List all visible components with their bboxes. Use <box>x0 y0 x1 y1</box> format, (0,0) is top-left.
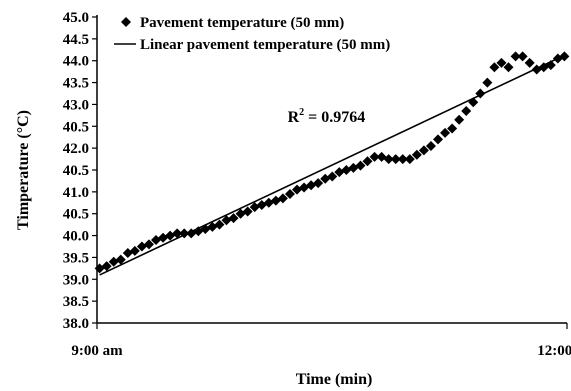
y-tick-label: 38.0 <box>63 316 89 332</box>
legend-label-pavement-temperature: Pavement temperature (50 mm) <box>140 15 344 31</box>
y-tick-label: 44.0 <box>63 54 89 70</box>
data-point <box>390 154 401 165</box>
y-tick-label: 40.5 <box>63 207 89 223</box>
data-point <box>496 57 507 68</box>
data-point <box>425 140 436 151</box>
data-point <box>101 261 112 272</box>
data-point <box>510 51 521 62</box>
data-point <box>411 149 422 160</box>
y-tick-label: 40.5 <box>63 163 89 179</box>
data-point <box>461 105 472 116</box>
data-point <box>143 239 154 250</box>
r-squared-base: R <box>288 109 300 126</box>
data-point <box>355 160 366 171</box>
data-point <box>277 193 288 204</box>
data-point <box>383 154 394 165</box>
data-point <box>559 51 570 62</box>
data-point <box>433 134 444 145</box>
data-point <box>397 154 408 165</box>
r-squared-value: = 0.9764 <box>304 109 365 126</box>
x-tick-label: 9:00 am <box>71 343 123 359</box>
data-point <box>249 202 260 213</box>
data-point <box>228 213 239 224</box>
y-tick-label: 42.0 <box>63 141 89 157</box>
data-point <box>418 145 429 156</box>
y-tick-label: 44.5 <box>63 32 89 48</box>
x-axis-title: Time (min) <box>296 371 373 388</box>
data-point <box>440 127 451 138</box>
y-tick-label: 43.0 <box>63 97 89 113</box>
data-point <box>129 245 140 256</box>
data-point <box>454 114 465 125</box>
y-tick-label: 41.0 <box>63 185 89 201</box>
y-tick-label: 40.0 <box>63 229 89 245</box>
data-point <box>503 62 514 73</box>
legend-label-linear-pavement-temperature: Linear pavement temperature (50 mm) <box>140 37 390 53</box>
x-tick-label: 12:00 pm <box>537 343 571 359</box>
data-point <box>172 228 183 239</box>
data-point <box>242 206 253 217</box>
data-point <box>369 151 380 162</box>
data-point <box>313 178 324 189</box>
y-tick-label: 39.5 <box>63 250 89 266</box>
linear-trend-line <box>99 53 568 276</box>
data-point <box>545 60 556 71</box>
y-tick-label: 39.0 <box>63 272 89 288</box>
y-axis-title: Timperature (°C) <box>15 110 32 230</box>
axes: 38.0 38.5 39.0 39.5 40.0 40.5 41.0 40.5 42.0 40.5… <box>63 10 571 359</box>
data-point <box>214 219 225 230</box>
data-point <box>362 156 373 167</box>
y-tick-label: 45.0 <box>63 10 89 26</box>
data-point <box>327 171 338 182</box>
r-squared-superscript: 2 <box>299 107 304 118</box>
legend-diamond-marker <box>121 17 131 27</box>
data-point <box>524 57 535 68</box>
y-tick-label: 40.5 <box>63 119 89 135</box>
legend: Pavement temperature (50 mm) Linear pavem… <box>114 15 390 53</box>
data-point <box>447 123 458 134</box>
data-point <box>482 77 493 88</box>
data-point <box>489 62 500 73</box>
data-point <box>517 51 528 62</box>
y-tick-label: 43.5 <box>63 76 89 92</box>
plot-area: R2 = 0.9764 <box>94 51 570 276</box>
r-squared-annotation: R2 = 0.9764 <box>288 107 366 126</box>
y-tick-label: 38.5 <box>63 294 89 310</box>
data-point <box>404 154 415 165</box>
data-point <box>115 254 126 265</box>
data-point <box>284 189 295 200</box>
